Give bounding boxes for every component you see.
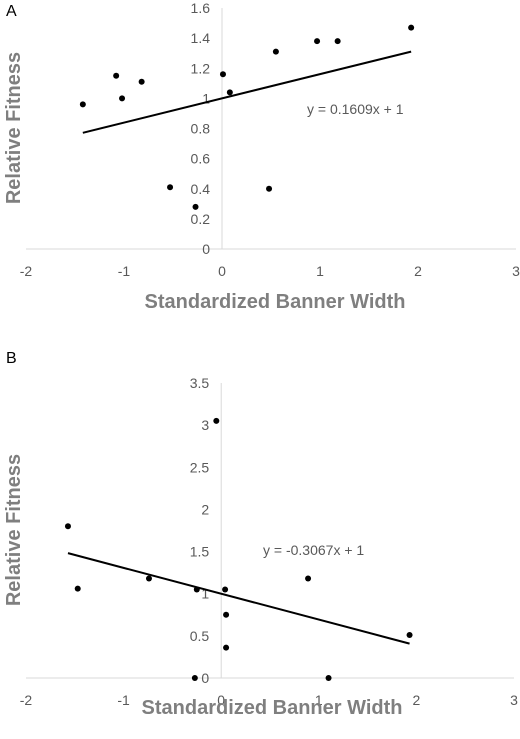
- data-point: [138, 78, 145, 85]
- y-tick-label: 3: [201, 417, 209, 433]
- data-point: [314, 38, 321, 45]
- data-point: [167, 184, 174, 191]
- data-point: [334, 38, 341, 45]
- trendline-a: [82, 50, 412, 134]
- x-axis-title-b: Standardized Banner Width: [142, 697, 403, 719]
- y-tick-label: 1.4: [191, 30, 211, 46]
- y-tick-label: 0.5: [190, 628, 210, 644]
- data-point: [266, 185, 273, 192]
- y-tick-label: 1.6: [191, 0, 211, 16]
- trendline-equation-a: y = 0.1609x + 1: [307, 101, 404, 117]
- panel-label-a: A: [6, 3, 17, 20]
- data-point: [74, 585, 81, 592]
- x-tick-label: 3: [512, 263, 520, 279]
- x-tick-label: -1: [118, 263, 131, 279]
- data-point: [64, 523, 71, 530]
- y-tick-label: 0.6: [191, 151, 211, 167]
- x-tick-label: 2: [414, 263, 422, 279]
- scatter-chart-a: A -2 -1 0 1 2 3 0 0.2 0.4 0.6 0.8 1 1.2 1.4 1.6 y = 0.16…: [3, 0, 520, 313]
- x-tick-label: 1: [316, 263, 324, 279]
- y-tick-label: 0.4: [191, 181, 211, 197]
- trendline-b: [67, 552, 410, 645]
- data-point: [222, 586, 229, 593]
- y-axis-title-a: Relative Fitness: [3, 52, 25, 204]
- data-point: [223, 611, 230, 618]
- data-point: [192, 203, 199, 210]
- data-point: [113, 72, 120, 79]
- y-axis-title-b: Relative Fitness: [3, 454, 25, 606]
- chart-panel-a: A -2 -1 0 1 2 3 0 0.2 0.4 0.6 0.8 1 1.2 1.4 1.6 y = 0.16…: [0, 0, 520, 330]
- y-tick-label: 0: [201, 670, 209, 686]
- x-tick-label: 0: [217, 692, 225, 708]
- x-tick-label: -2: [20, 263, 33, 279]
- data-point: [145, 575, 152, 582]
- y-tick-label: 0: [202, 241, 210, 257]
- x-axis-title-a: Standardized Banner Width: [145, 291, 406, 313]
- data-point: [193, 586, 200, 593]
- y-tick-label: 1: [201, 586, 209, 602]
- x-tick-label: 2: [413, 692, 421, 708]
- y-tick-label: 3.5: [190, 375, 210, 391]
- x-tick-label: 3: [510, 692, 518, 708]
- y-tick-label: 2: [201, 501, 209, 517]
- y-tick-label: 1: [202, 90, 210, 106]
- panel-label-b: B: [6, 350, 17, 367]
- data-point: [191, 675, 198, 681]
- y-tick-label: 0.8: [191, 121, 211, 137]
- x-tick-label: -1: [117, 692, 130, 708]
- data-point: [305, 575, 312, 582]
- x-tick-label: 0: [218, 263, 226, 279]
- data-point: [325, 675, 332, 681]
- data-point: [272, 48, 279, 55]
- chart-panel-b: B -2 -1 0 1 2 3 0 0.5 1 1.5 2 2.5 3 3.5 y = -0.3067x + …: [0, 340, 520, 739]
- data-point: [226, 89, 233, 96]
- data-point: [79, 101, 86, 108]
- y-tick-label: 2.5: [190, 459, 210, 475]
- trendline-equation-b: y = -0.3067x + 1: [263, 542, 364, 558]
- data-point: [223, 644, 230, 651]
- x-tick-label: 1: [315, 692, 323, 708]
- y-tick-label: 0.2: [191, 211, 211, 227]
- data-point: [406, 632, 413, 639]
- data-point: [408, 24, 415, 31]
- y-tick-label: 1.2: [191, 60, 211, 76]
- data-point: [119, 95, 126, 102]
- x-tick-label: -2: [20, 692, 33, 708]
- scatter-chart-b: B -2 -1 0 1 2 3 0 0.5 1 1.5 2 2.5 3 3.5 y = -0.3067x + …: [3, 350, 518, 719]
- data-point: [213, 417, 220, 424]
- data-point: [219, 71, 226, 78]
- y-tick-label: 1.5: [190, 544, 210, 560]
